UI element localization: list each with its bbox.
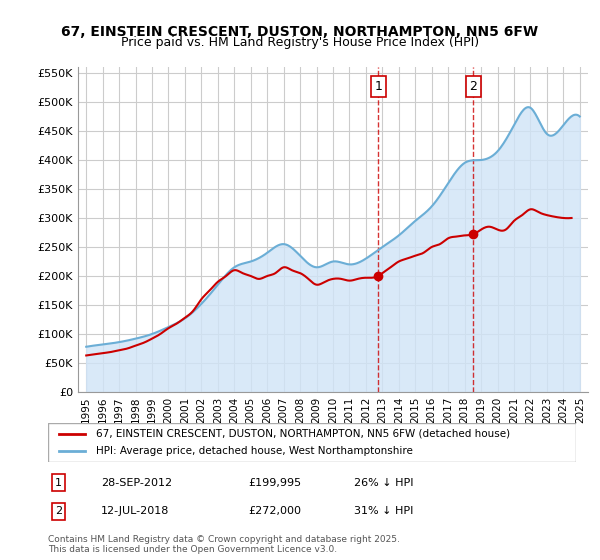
Text: 2: 2 — [55, 506, 62, 516]
Text: 67, EINSTEIN CRESCENT, DUSTON, NORTHAMPTON, NN5 6FW (detached house): 67, EINSTEIN CRESCENT, DUSTON, NORTHAMPT… — [95, 429, 509, 439]
Text: £199,995: £199,995 — [248, 478, 302, 488]
Text: 31% ↓ HPI: 31% ↓ HPI — [354, 506, 413, 516]
Text: 2: 2 — [469, 80, 477, 93]
Text: 67, EINSTEIN CRESCENT, DUSTON, NORTHAMPTON, NN5 6FW: 67, EINSTEIN CRESCENT, DUSTON, NORTHAMPT… — [61, 25, 539, 39]
Text: HPI: Average price, detached house, West Northamptonshire: HPI: Average price, detached house, West… — [95, 446, 412, 456]
Text: 1: 1 — [374, 80, 382, 93]
Text: Price paid vs. HM Land Registry's House Price Index (HPI): Price paid vs. HM Land Registry's House … — [121, 36, 479, 49]
Text: 1: 1 — [55, 478, 62, 488]
Text: £272,000: £272,000 — [248, 506, 302, 516]
Text: Contains HM Land Registry data © Crown copyright and database right 2025.
This d: Contains HM Land Registry data © Crown c… — [48, 535, 400, 554]
Text: 28-SEP-2012: 28-SEP-2012 — [101, 478, 172, 488]
FancyBboxPatch shape — [48, 423, 576, 462]
Text: 12-JUL-2018: 12-JUL-2018 — [101, 506, 169, 516]
Text: 26% ↓ HPI: 26% ↓ HPI — [354, 478, 414, 488]
